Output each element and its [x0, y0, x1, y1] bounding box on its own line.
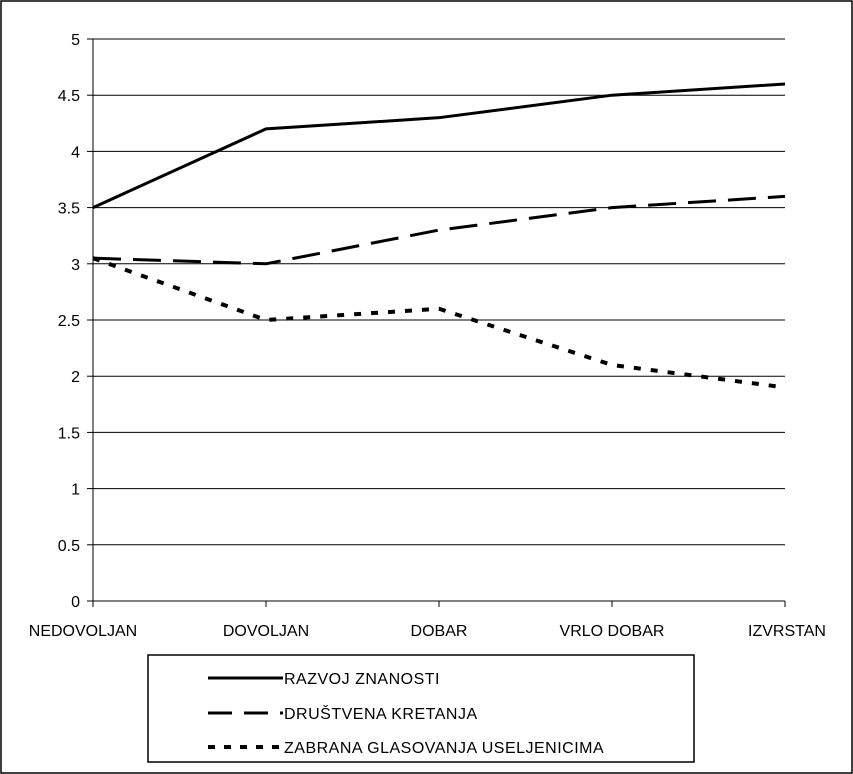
- y-tick-label: 3.5: [58, 201, 80, 218]
- x-tick-label: DOVOLJAN: [223, 623, 309, 640]
- x-tick-labels: NEDOVOLJAN DOVOLJAN DOBAR VRLO DOBAR IZVRSTA…: [29, 623, 826, 640]
- y-tick-label: 4.5: [58, 88, 80, 105]
- x-tick-label: IZVRSTAN: [748, 623, 826, 640]
- legend-label-3: ZABRANA GLASOVANJA USELJENICIMA: [284, 740, 604, 757]
- legend-label-1: RAZVOJ ZNANOSTI: [284, 671, 440, 688]
- y-tick-label: 1: [71, 482, 80, 499]
- y-tick-label: 2.5: [58, 313, 80, 330]
- x-tick-label: VRLO DOBAR: [560, 623, 665, 640]
- legend-box: [147, 654, 695, 763]
- series-line-1: [92, 82, 786, 209]
- axes: [87, 38, 786, 607]
- series-line-2: [92, 194, 786, 266]
- series-line-3: [92, 256, 786, 390]
- gridlines: [93, 38, 785, 602]
- legend-label-2: DRUŠTVENA KRETANJA: [284, 704, 478, 723]
- y-tick-label: 0.5: [58, 538, 80, 555]
- y-tick-labels: 0 0.5 1 1.5 2 2.5 3 3.5 4 4.5 5: [58, 32, 80, 611]
- y-tick-label: 1.5: [58, 425, 80, 442]
- x-tick-label: DOBAR: [411, 623, 468, 640]
- series-lines: [92, 82, 786, 390]
- legend: RAZVOJ ZNANOSTI DRUŠTVENA KRETANJA ZABRANA…: [147, 654, 695, 763]
- x-tick-label: NEDOVOLJAN: [29, 623, 137, 640]
- y-tick-label: 3: [71, 257, 80, 274]
- y-tick-label: 4: [71, 144, 80, 161]
- y-tick-label: 0: [71, 594, 80, 611]
- y-tick-label: 5: [71, 32, 80, 49]
- y-tick-label: 2: [71, 369, 80, 386]
